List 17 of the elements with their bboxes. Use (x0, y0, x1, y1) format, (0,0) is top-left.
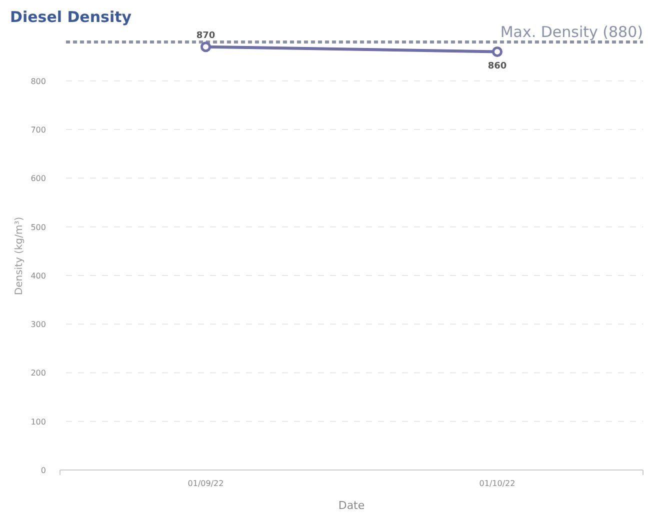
y-axis-title: Density (kg/m³) (14, 216, 25, 296)
y-tick-label: 700 (30, 126, 46, 135)
ref-line-label: Max. Density (880) (500, 23, 643, 41)
x-axis-title: Date (338, 499, 365, 512)
y-tick-label: 600 (30, 174, 46, 184)
y-tick-label: 300 (30, 320, 46, 330)
y-tick-label: 400 (30, 271, 46, 280)
y-tick-label: 100 (30, 417, 46, 426)
data-label: 870 (196, 30, 216, 41)
y-tick-label: 200 (30, 368, 46, 378)
x-tick-label: 01/10/22 (479, 479, 516, 488)
data-label: 860 (488, 62, 507, 72)
y-tick-label: 800 (30, 76, 46, 86)
y-tick-label: 0 (40, 466, 46, 475)
chart-title: Diesel Density (10, 8, 132, 26)
x-tick-label: 01/09/22 (188, 479, 224, 488)
y-tick-label: 500 (30, 222, 46, 232)
